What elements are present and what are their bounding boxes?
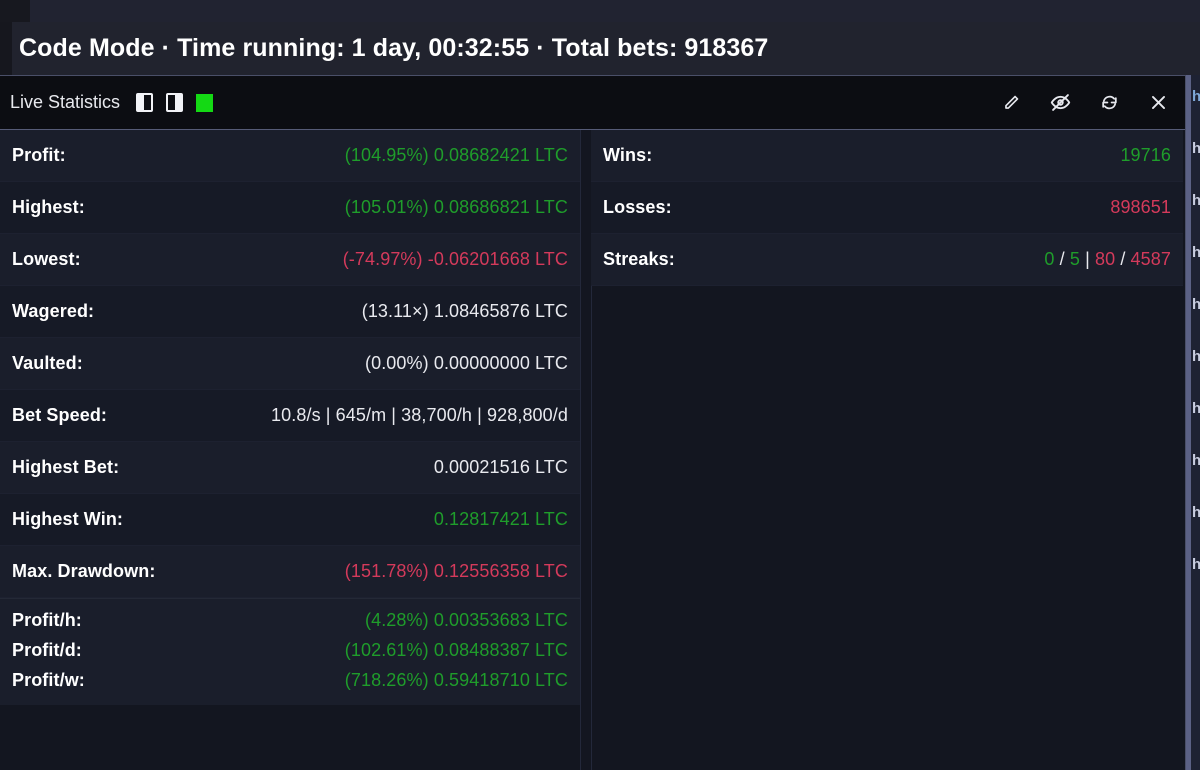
eye-off-icon[interactable] bbox=[1049, 92, 1071, 114]
stat-label: Profit/h: bbox=[12, 609, 82, 630]
status-square-icon[interactable] bbox=[196, 93, 214, 112]
list-item: h bbox=[1192, 89, 1200, 104]
stat-value: (4.28%) 0.00353683 LTC bbox=[365, 609, 568, 630]
column-divider-left bbox=[580, 130, 581, 770]
left-rail bbox=[0, 22, 12, 75]
stat-row: Profit/d: (102.61%) 0.08488387 LTC bbox=[12, 635, 568, 665]
list-item: h bbox=[1192, 505, 1200, 520]
streaks-value: 0 / 5 | 80 / 4587 bbox=[1044, 249, 1171, 270]
page-title: Code Mode · Time running: 1 day, 00:32:5… bbox=[19, 34, 769, 62]
stat-label: Max. Drawdown: bbox=[12, 561, 156, 581]
stat-label: Highest: bbox=[12, 197, 85, 217]
list-item: h bbox=[1192, 557, 1200, 572]
stat-row: Wins: 19716 bbox=[591, 130, 1183, 182]
stat-row: Highest Win: 0.12817421 LTC bbox=[0, 494, 580, 546]
stat-row-streaks: Streaks: 0 / 5 | 80 / 4587 bbox=[591, 234, 1183, 286]
stat-label: Profit: bbox=[12, 145, 66, 165]
stat-label: Profit/d: bbox=[12, 639, 82, 660]
stat-row: Profit: (104.95%) 0.08682421 LTC bbox=[0, 130, 580, 182]
stat-value: (151.78%) 0.12556358 LTC bbox=[344, 561, 568, 581]
streak-lose-current: 80 bbox=[1094, 249, 1116, 269]
stat-value: 0.12817421 LTC bbox=[433, 509, 568, 529]
stat-value: (102.61%) 0.08488387 LTC bbox=[344, 639, 568, 660]
stat-label: Streaks: bbox=[603, 249, 675, 269]
stats-column-left: Profit: (104.95%) 0.08682421 LTC Highest… bbox=[0, 130, 580, 705]
stat-label: Wagered: bbox=[12, 301, 95, 321]
background-log-lines: h h h h h h h h h h bbox=[1192, 89, 1200, 572]
stat-label: Vaulted: bbox=[12, 353, 83, 373]
stat-value: 898651 bbox=[1110, 197, 1171, 217]
streak-slash-2: / bbox=[1120, 249, 1126, 269]
stat-value: (-74.97%) -0.06201668 LTC bbox=[342, 249, 568, 269]
stat-label: Bet Speed: bbox=[12, 405, 108, 425]
stat-value: 19716 bbox=[1120, 145, 1171, 165]
stat-value: 0.00021516 LTC bbox=[433, 457, 568, 477]
close-icon[interactable] bbox=[1147, 92, 1169, 114]
profit-rate-block: Profit/h: (4.28%) 0.00353683 LTC Profit/… bbox=[0, 598, 580, 705]
stat-value: (105.01%) 0.08686821 LTC bbox=[344, 197, 568, 217]
list-item: h bbox=[1192, 245, 1200, 260]
streak-slash-1: / bbox=[1059, 249, 1065, 269]
stat-label: Wins: bbox=[603, 145, 653, 165]
list-item: h bbox=[1192, 297, 1200, 312]
background-log-scrollbar[interactable] bbox=[1186, 75, 1191, 770]
panel-header: Live Statistics bbox=[0, 76, 1185, 130]
panel-title: Live Statistics bbox=[10, 92, 121, 112]
list-item: h bbox=[1192, 453, 1200, 468]
stat-label: Losses: bbox=[603, 197, 672, 217]
background-log-panel[interactable]: h h h h h h h h h h bbox=[1186, 75, 1200, 770]
stat-row: Highest: (105.01%) 0.08686821 LTC bbox=[0, 182, 580, 234]
list-item: h bbox=[1192, 141, 1200, 156]
list-item: h bbox=[1192, 193, 1200, 208]
streak-lose-best: 4587 bbox=[1130, 249, 1171, 269]
stat-value: (718.26%) 0.59418710 LTC bbox=[344, 669, 568, 690]
stat-value: 10.8/s | 645/m | 38,700/h | 928,800/d bbox=[271, 405, 568, 425]
panel-layout-toggles bbox=[136, 93, 214, 112]
list-item: h bbox=[1192, 401, 1200, 416]
pencil-icon[interactable] bbox=[1000, 92, 1022, 114]
top-gutter-left-rail bbox=[0, 0, 30, 22]
streak-win-current: 0 bbox=[1044, 249, 1055, 269]
stat-row: Profit/h: (4.28%) 0.00353683 LTC bbox=[12, 605, 568, 635]
stat-row: Bet Speed: 10.8/s | 645/m | 38,700/h | 9… bbox=[0, 390, 580, 442]
stat-value: (104.95%) 0.08682421 LTC bbox=[344, 145, 568, 165]
stat-row: Lowest: (-74.97%) -0.06201668 LTC bbox=[0, 234, 580, 286]
streak-win-best: 5 bbox=[1069, 249, 1080, 269]
stat-row: Vaulted: (0.00%) 0.00000000 LTC bbox=[0, 338, 580, 390]
panel-right-icon[interactable] bbox=[166, 93, 184, 112]
stat-row: Max. Drawdown: (151.78%) 0.12556358 LTC bbox=[0, 546, 580, 598]
stat-row: Highest Bet: 0.00021516 LTC bbox=[0, 442, 580, 494]
statistics-body: Profit: (104.95%) 0.08682421 LTC Highest… bbox=[0, 130, 1185, 770]
panel-header-actions bbox=[1000, 92, 1169, 114]
streak-pipe: | bbox=[1085, 249, 1090, 269]
stat-value: (13.11×) 1.08465876 LTC bbox=[361, 301, 568, 321]
stat-row: Wagered: (13.11×) 1.08465876 LTC bbox=[0, 286, 580, 338]
column-divider-right bbox=[591, 130, 592, 770]
stat-label: Profit/w: bbox=[12, 669, 85, 690]
refresh-icon[interactable] bbox=[1098, 92, 1120, 114]
stat-label: Highest Win: bbox=[12, 509, 124, 529]
stat-label: Highest Bet: bbox=[12, 457, 120, 477]
stat-label: Lowest: bbox=[12, 249, 81, 269]
stat-value: (0.00%) 0.00000000 LTC bbox=[365, 353, 568, 373]
page-title-bar: Code Mode · Time running: 1 day, 00:32:5… bbox=[0, 22, 1200, 75]
top-gutter bbox=[0, 0, 1200, 22]
stats-column-right: Wins: 19716 Losses: 898651 Streaks: 0 / … bbox=[591, 130, 1183, 286]
stat-row: Losses: 898651 bbox=[591, 182, 1183, 234]
stat-row: Profit/w: (718.26%) 0.59418710 LTC bbox=[12, 665, 568, 695]
panel-left-icon[interactable] bbox=[136, 93, 154, 112]
list-item: h bbox=[1192, 349, 1200, 364]
live-statistics-panel: Live Statistics bbox=[0, 75, 1186, 770]
